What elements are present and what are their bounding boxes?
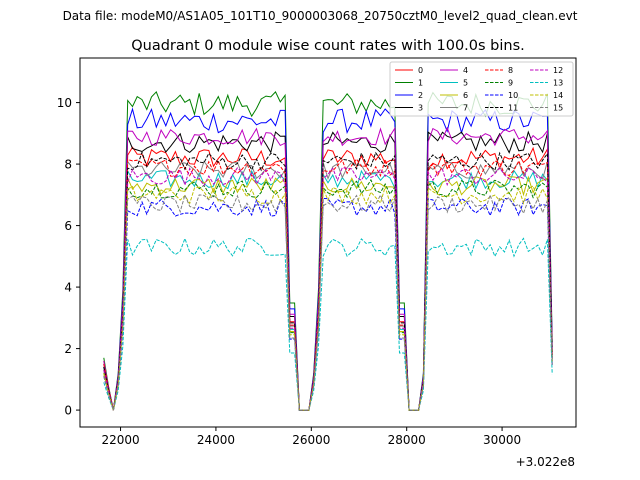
series-line-12 <box>103 167 553 411</box>
series-line-4 <box>103 126 553 411</box>
series-line-11 <box>103 150 553 411</box>
legend-label-14: 14 <box>553 91 563 100</box>
series-line-2 <box>103 107 553 411</box>
series-line-10 <box>103 197 553 411</box>
series-line-14 <box>103 184 553 411</box>
legend-label-0: 0 <box>418 66 423 75</box>
legend-label-15: 15 <box>553 104 563 113</box>
series-line-5 <box>103 169 553 411</box>
legend-label-6: 6 <box>463 91 468 100</box>
legend-label-7: 7 <box>463 104 468 113</box>
y-axis: 0 2 4 6 8 10 <box>57 96 80 418</box>
legend-label-8: 8 <box>508 66 513 75</box>
series-line-13 <box>103 237 553 412</box>
x-tick-label: 30000 <box>483 433 521 447</box>
series-layer <box>103 90 553 412</box>
legend-label-9: 9 <box>508 79 513 88</box>
x-axis: 22000 24000 26000 28000 30000 <box>101 427 521 447</box>
legend-label-5: 5 <box>463 79 468 88</box>
legend-label-4: 4 <box>463 66 468 75</box>
y-tick-label: 4 <box>64 281 72 295</box>
legend-label-1: 1 <box>418 79 423 88</box>
legend-label-10: 10 <box>508 91 518 100</box>
series-line-8 <box>103 157 553 411</box>
series-line-15 <box>103 193 553 411</box>
x-tick-label: 24000 <box>197 433 235 447</box>
series-line-9 <box>103 178 553 411</box>
legend-label-2: 2 <box>418 91 423 100</box>
x-tick-label: 22000 <box>101 433 139 447</box>
y-tick-label: 6 <box>64 219 72 233</box>
series-line-0 <box>103 146 553 411</box>
legend-label-3: 3 <box>418 104 423 113</box>
legend-label-13: 13 <box>553 79 563 88</box>
y-tick-label: 2 <box>64 342 72 356</box>
legend-label-12: 12 <box>553 66 563 75</box>
y-tick-label: 0 <box>64 404 72 418</box>
series-line-1 <box>103 90 553 411</box>
chart-suptitle: Data file: modeM0/AS1A05_101T10_90000030… <box>63 9 578 23</box>
legend-label-11: 11 <box>508 104 518 113</box>
x-offset-label: +3.022e8 <box>516 455 575 469</box>
y-tick-label: 8 <box>64 158 72 172</box>
x-tick-label: 26000 <box>292 433 330 447</box>
series-line-6 <box>103 175 553 411</box>
axes-frame <box>79 57 577 428</box>
x-tick-label: 28000 <box>388 433 426 447</box>
series-line-7 <box>103 160 553 411</box>
chart-title: Quadrant 0 module wise count rates with … <box>131 38 525 54</box>
y-tick-label: 10 <box>57 96 72 110</box>
series-line-3 <box>103 130 553 411</box>
legend-box <box>389 61 574 117</box>
